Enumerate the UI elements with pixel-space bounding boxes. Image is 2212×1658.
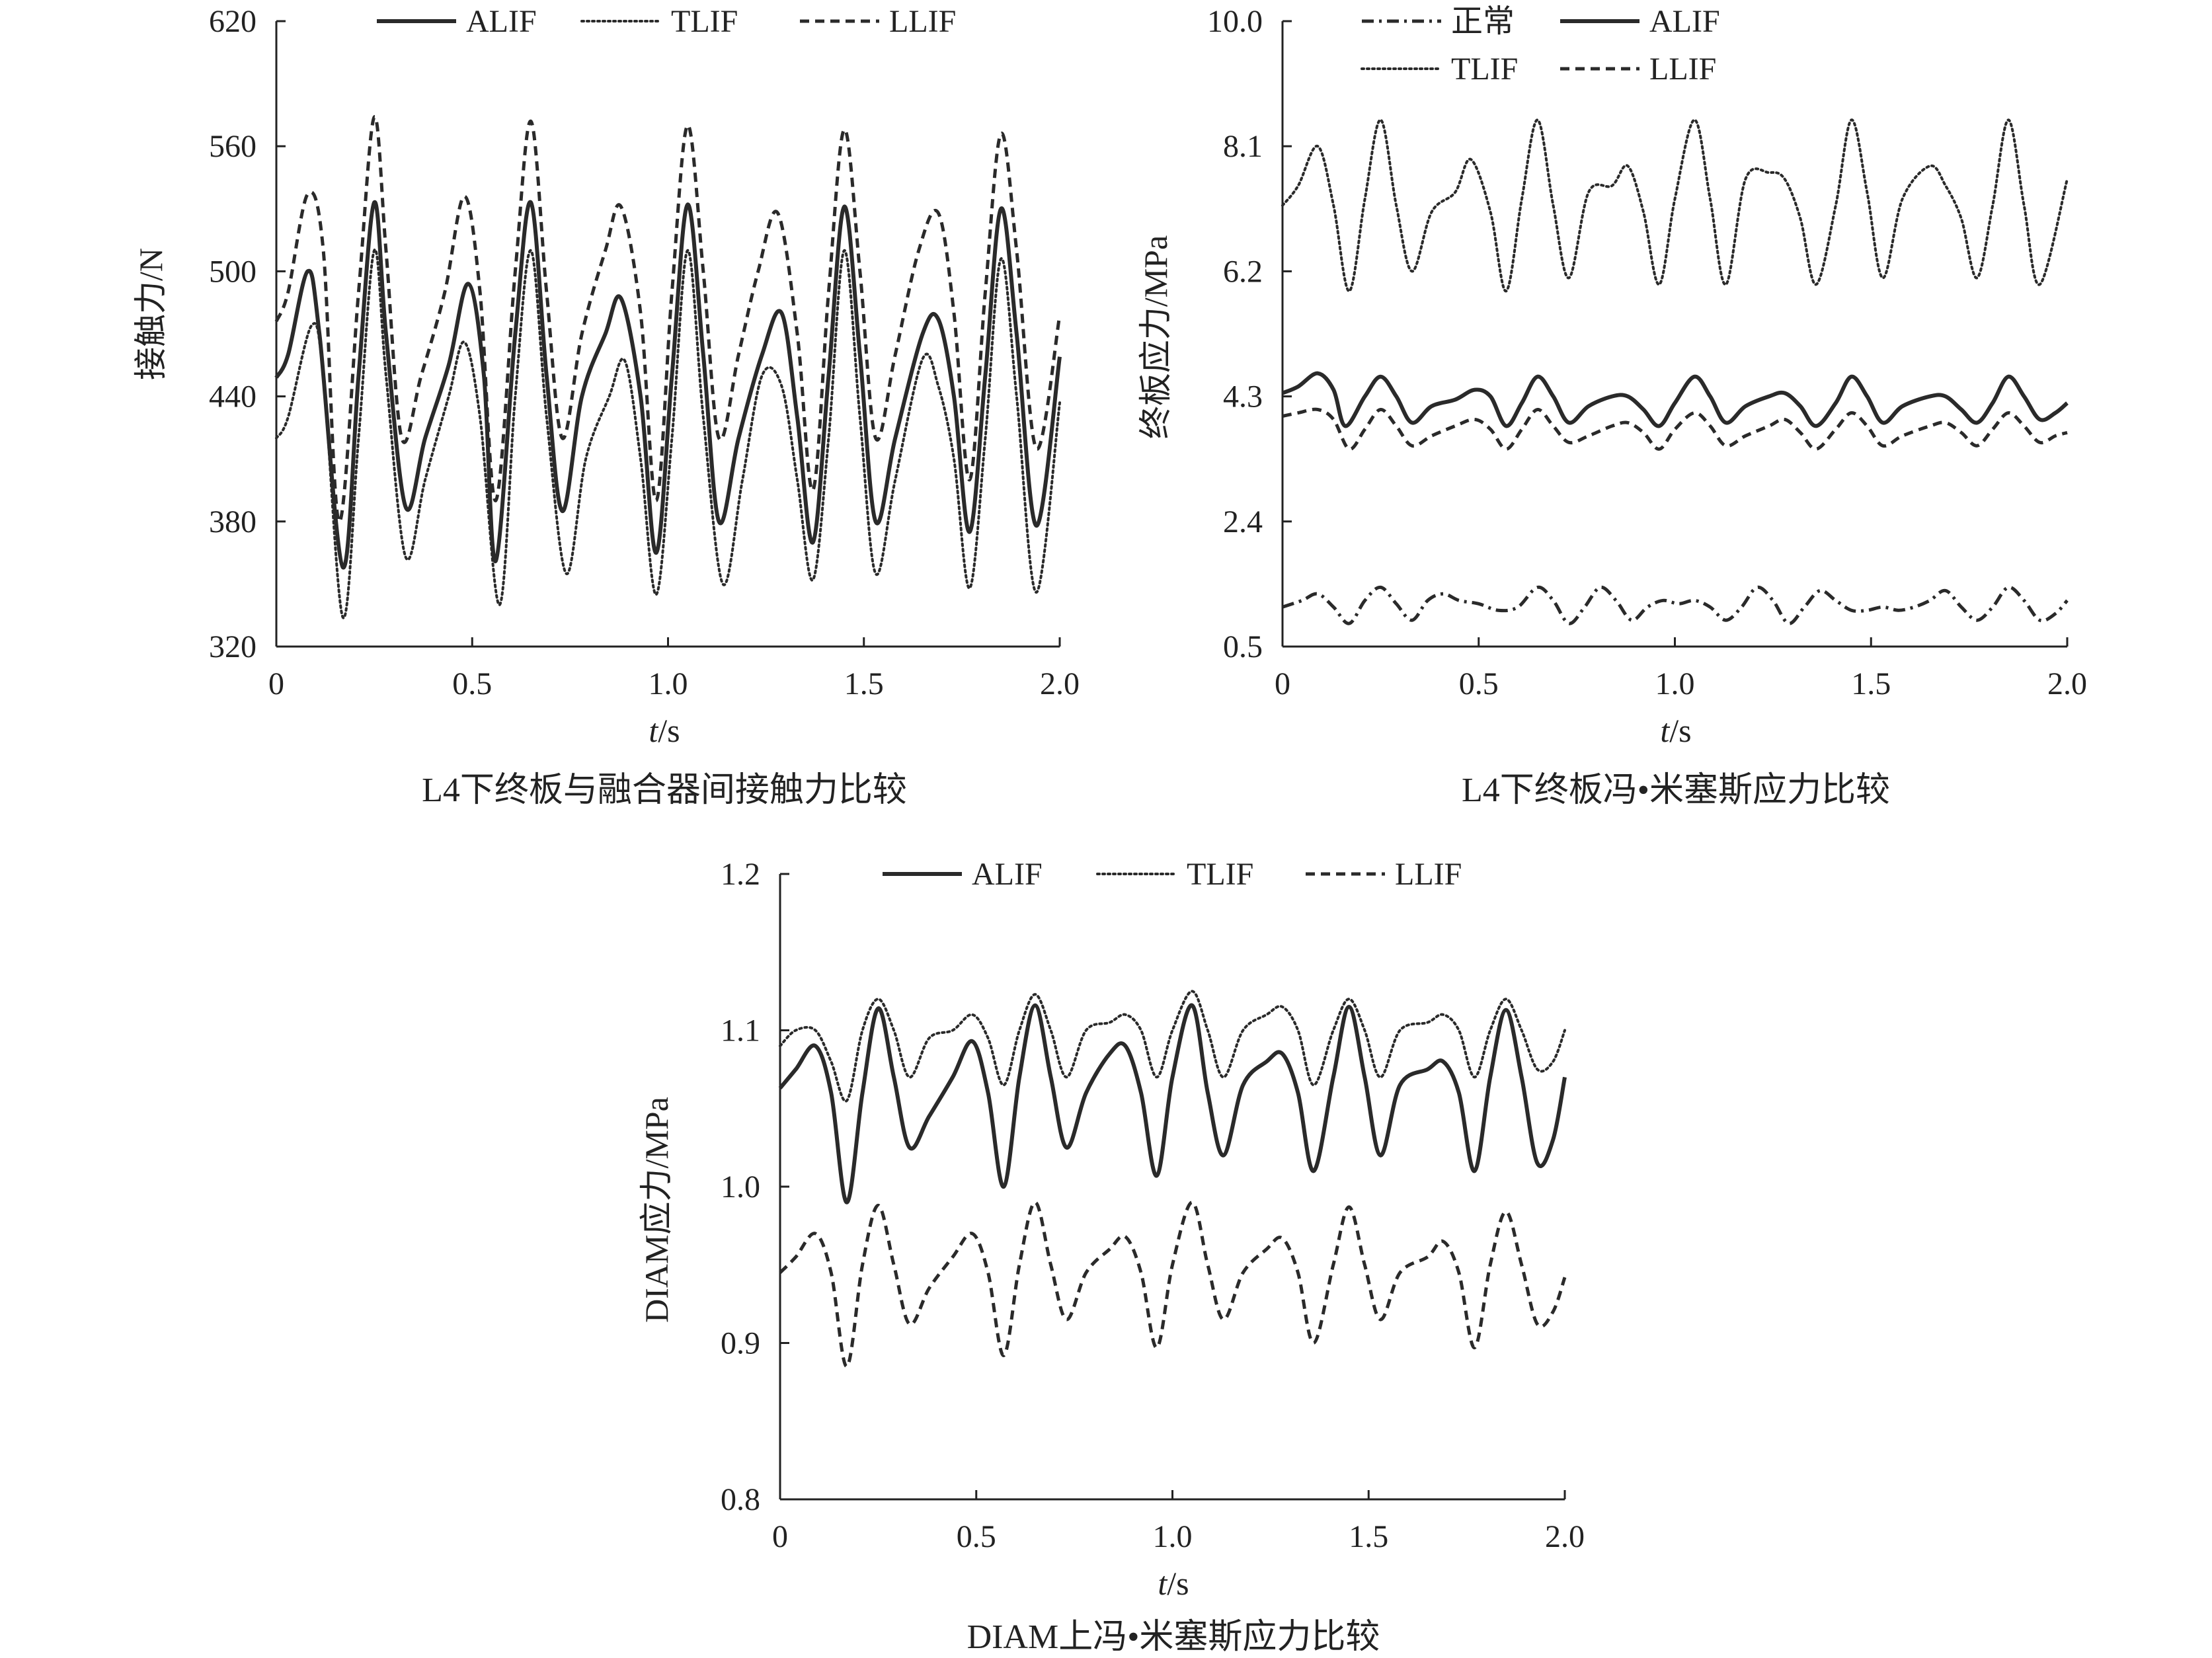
xlabel-endplate-stress: t/s bbox=[1660, 712, 1691, 749]
x-tick-label: 1.0 bbox=[1153, 1519, 1193, 1554]
y-tick-label: 440 bbox=[209, 379, 257, 414]
xlabel-diam-stress: t/s bbox=[1158, 1565, 1189, 1602]
y-tick-label: 320 bbox=[209, 629, 257, 664]
series-line-llif bbox=[779, 1201, 1567, 1368]
legend-label: TLIF bbox=[1187, 857, 1253, 892]
series-line-alif bbox=[274, 200, 1062, 570]
legend-label: LLIF bbox=[1395, 857, 1462, 892]
y-tick-label: 500 bbox=[209, 254, 257, 289]
y-tick-label: 1.0 bbox=[721, 1169, 760, 1204]
x-tick-label: 1.5 bbox=[1851, 666, 1891, 701]
x-tick-label: 0.5 bbox=[452, 666, 492, 701]
y-tick-label: 620 bbox=[209, 4, 257, 39]
x-tick-label: 1.0 bbox=[1655, 666, 1695, 701]
series-line-normal bbox=[1282, 585, 2069, 625]
y-tick-label: 6.2 bbox=[1223, 254, 1263, 289]
x-tick-label: 0.5 bbox=[1459, 666, 1499, 701]
ylabel-diam-stress: DIAM应力/MPa bbox=[638, 1097, 675, 1323]
y-tick-label: 1.1 bbox=[721, 1013, 760, 1048]
series-line-llif bbox=[1282, 407, 2068, 451]
x-tick-label: 2.0 bbox=[2047, 666, 2087, 701]
x-tick-label: 2.0 bbox=[1545, 1519, 1585, 1554]
y-tick-label: 4.3 bbox=[1223, 379, 1263, 414]
legend-label: ALIF bbox=[1649, 4, 1720, 39]
x-tick-label: 0.5 bbox=[957, 1519, 996, 1554]
series-line-alif bbox=[778, 1003, 1567, 1204]
chart-endplate-stress: 终板应力/MPa t/s L4下终板冯•米塞斯应力比较 0.5 2.4 4.3 6.2… bbox=[1137, 4, 2087, 809]
legend-label: TLIF bbox=[1451, 52, 1518, 87]
y-tick-label: 2.4 bbox=[1223, 504, 1263, 539]
x-tick-label: 0 bbox=[772, 1519, 788, 1554]
y-tick-label: 380 bbox=[209, 504, 257, 539]
y-tick-label: 0.5 bbox=[1223, 629, 1263, 664]
y-tick-label: 560 bbox=[209, 129, 257, 164]
y-tick-label: 0.9 bbox=[721, 1326, 760, 1361]
legend-label: ALIF bbox=[466, 4, 537, 39]
chart-contact-force: 接触力/N t/s L4下终板与融合器间接触力比较 320 380 440 500 56… bbox=[132, 4, 1080, 809]
x-tick-label: 0 bbox=[1275, 666, 1290, 701]
x-tick-label: 1.0 bbox=[649, 666, 688, 701]
series-line-tlif bbox=[1281, 118, 2069, 293]
series-line-tlif bbox=[275, 248, 1061, 619]
chart-diam-stress: DIAM应力/MPa t/s DIAM上冯•米塞斯应力比较 0.8 0.9 1.0 1… bbox=[638, 857, 1585, 1656]
legend-label: LLIF bbox=[889, 4, 956, 39]
caption-diam-stress: DIAM上冯•米塞斯应力比较 bbox=[967, 1618, 1380, 1656]
legend-label: 正常 bbox=[1451, 4, 1515, 39]
xlabel-contact-force: t/s bbox=[649, 712, 680, 749]
caption-contact-force: L4下终板与融合器间接触力比较 bbox=[422, 771, 907, 809]
y-tick-label: 10.0 bbox=[1207, 4, 1263, 39]
x-tick-label: 1.5 bbox=[1349, 1519, 1388, 1554]
legend-label: LLIF bbox=[1649, 52, 1716, 87]
caption-endplate-stress: L4下终板冯•米塞斯应力比较 bbox=[1462, 771, 1890, 809]
x-tick-label: 0 bbox=[268, 666, 284, 701]
ylabel-contact-force: 接触力/N bbox=[132, 248, 169, 380]
y-tick-label: 0.8 bbox=[721, 1482, 760, 1517]
y-tick-label: 8.1 bbox=[1223, 129, 1263, 164]
series-line-llif bbox=[274, 115, 1062, 524]
ylabel-endplate-stress: 终板应力/MPa bbox=[1137, 235, 1174, 439]
x-tick-label: 1.5 bbox=[844, 666, 884, 701]
legend-label: TLIF bbox=[671, 4, 738, 39]
series-line-tlif bbox=[779, 990, 1566, 1103]
x-tick-label: 2.0 bbox=[1040, 666, 1080, 701]
legend-label: ALIF bbox=[972, 857, 1043, 892]
y-tick-label: 1.2 bbox=[721, 857, 760, 892]
series-line-alif bbox=[1281, 371, 2069, 428]
